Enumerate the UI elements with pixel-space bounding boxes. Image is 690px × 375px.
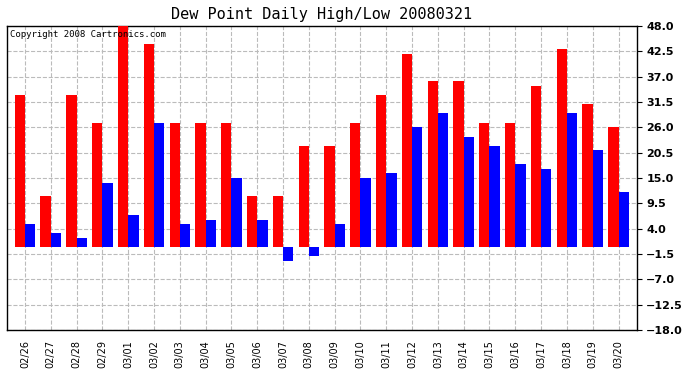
- Bar: [154, 123, 164, 247]
- Bar: [531, 86, 541, 247]
- Bar: [350, 123, 360, 247]
- Bar: [14, 95, 25, 247]
- Bar: [257, 219, 268, 247]
- Bar: [221, 123, 231, 247]
- Bar: [180, 224, 190, 247]
- Bar: [102, 183, 112, 247]
- Bar: [489, 146, 500, 247]
- Bar: [360, 178, 371, 247]
- Bar: [428, 81, 438, 247]
- Bar: [541, 169, 551, 247]
- Bar: [118, 26, 128, 247]
- Bar: [66, 95, 77, 247]
- Bar: [309, 247, 319, 256]
- Bar: [25, 224, 35, 247]
- Bar: [206, 219, 216, 247]
- Bar: [464, 136, 474, 247]
- Bar: [92, 123, 102, 247]
- Bar: [231, 178, 241, 247]
- Bar: [515, 164, 526, 247]
- Title: Dew Point Daily High/Low 20080321: Dew Point Daily High/Low 20080321: [171, 7, 473, 22]
- Bar: [453, 81, 464, 247]
- Bar: [479, 123, 489, 247]
- Bar: [505, 123, 515, 247]
- Bar: [273, 196, 283, 247]
- Bar: [299, 146, 309, 247]
- Bar: [335, 224, 345, 247]
- Bar: [386, 174, 397, 247]
- Bar: [376, 95, 386, 247]
- Bar: [608, 128, 618, 247]
- Bar: [77, 238, 87, 247]
- Bar: [324, 146, 335, 247]
- Bar: [170, 123, 180, 247]
- Bar: [618, 192, 629, 247]
- Bar: [402, 54, 412, 247]
- Bar: [144, 44, 154, 247]
- Bar: [567, 114, 578, 247]
- Bar: [412, 128, 422, 247]
- Bar: [582, 104, 593, 247]
- Bar: [283, 247, 293, 261]
- Bar: [128, 215, 139, 247]
- Bar: [195, 123, 206, 247]
- Bar: [51, 233, 61, 247]
- Bar: [438, 114, 449, 247]
- Bar: [41, 196, 51, 247]
- Text: Copyright 2008 Cartronics.com: Copyright 2008 Cartronics.com: [10, 30, 166, 39]
- Bar: [557, 49, 567, 247]
- Bar: [247, 196, 257, 247]
- Bar: [593, 150, 603, 247]
